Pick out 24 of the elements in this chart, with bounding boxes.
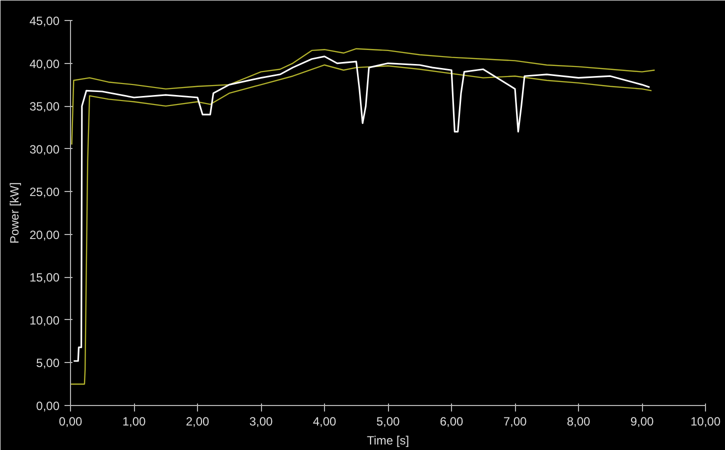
x-tick-label: 9,00 <box>630 414 654 428</box>
y-tick-label: 0,00 <box>36 399 60 413</box>
x-tick-label: 6,00 <box>440 414 464 428</box>
y-tick-label: 40,00 <box>29 56 60 71</box>
y-tick-label: 35,00 <box>29 100 60 114</box>
x-axis-title: Time [s] <box>366 434 410 448</box>
x-tick-label: 7,00 <box>503 414 528 428</box>
x-tick-label: 5,00 <box>376 414 400 428</box>
y-axis-title: Power [kW] <box>7 182 22 244</box>
x-tick-label: 1,00 <box>122 414 146 428</box>
x-tick-label: 0,00 <box>58 414 83 428</box>
y-tick-label: 30,00 <box>29 142 60 156</box>
y-tick-label: 15,00 <box>29 270 60 285</box>
x-tick-label: 8,00 <box>566 414 591 428</box>
x-tick-label: 3,00 <box>249 414 274 428</box>
y-tick-label: 45,00 <box>29 14 60 28</box>
y-tick-label: 25,00 <box>29 185 60 200</box>
x-tick-label: 10,00 <box>690 414 721 428</box>
y-tick-label: 10,00 <box>29 313 60 328</box>
line-series <box>71 48 656 146</box>
y-tick-label: 5,00 <box>36 356 60 370</box>
x-tick-label: 4,00 <box>312 414 337 428</box>
y-tick-label: 20,00 <box>29 228 60 242</box>
x-tick-label: 2,00 <box>186 414 210 428</box>
